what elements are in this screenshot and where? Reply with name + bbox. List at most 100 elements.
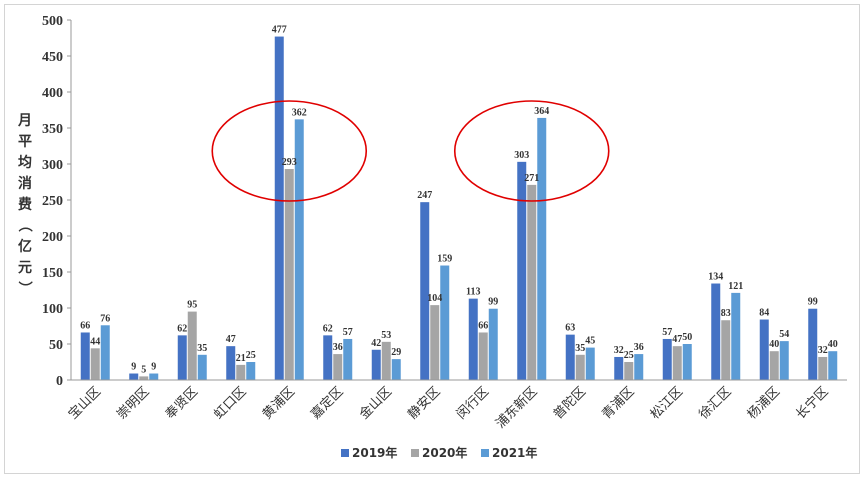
- y-axis-label-char: 元: [18, 260, 32, 276]
- data-label: 362: [292, 107, 307, 118]
- bar: [575, 354, 585, 380]
- legend-label: 2021年: [492, 445, 537, 460]
- bar: [488, 308, 498, 380]
- bar: [537, 117, 547, 381]
- legend-swatch: [341, 449, 349, 457]
- bar: [90, 348, 100, 380]
- y-tick-label: 50: [49, 338, 63, 353]
- bar: [585, 347, 595, 380]
- bar: [236, 364, 246, 380]
- bar: [662, 338, 672, 380]
- data-label: 47: [672, 334, 682, 345]
- y-axis: 0 50 100 150 200 250 300 350 400 450 500: [42, 14, 72, 389]
- x-tick-label: 浦东新区: [492, 384, 540, 432]
- x-tick-label: 金山区: [356, 384, 395, 423]
- bar: [420, 202, 430, 380]
- data-label: 45: [585, 336, 595, 347]
- bar: [177, 335, 187, 380]
- data-label: 83: [721, 308, 731, 319]
- data-label: 477: [272, 25, 287, 36]
- data-label: 104: [427, 293, 442, 304]
- x-tick-label: 松江区: [648, 384, 686, 422]
- data-label: 113: [466, 287, 480, 298]
- bar: [779, 341, 789, 380]
- highlight-ellipse: [453, 100, 610, 202]
- bar: [381, 341, 391, 380]
- highlight-ellipse: [211, 100, 368, 202]
- y-axis-label-char: ）: [16, 281, 32, 295]
- legend: 2019年 2020年 2021年: [341, 445, 537, 460]
- data-label: 40: [769, 339, 779, 350]
- bar: [614, 356, 624, 380]
- data-label: 121: [728, 281, 743, 292]
- bar: [149, 373, 159, 380]
- bar: [517, 161, 527, 380]
- x-tick-label: 静安区: [405, 384, 443, 422]
- bar: [721, 320, 731, 380]
- data-label: 293: [282, 157, 297, 168]
- data-label: 57: [662, 327, 672, 338]
- bar: [100, 325, 110, 380]
- data-label: 62: [177, 323, 187, 334]
- data-label: 53: [381, 330, 391, 341]
- bar: [828, 351, 838, 380]
- data-label: 134: [708, 272, 723, 283]
- bar: [391, 359, 401, 380]
- data-label: 247: [417, 190, 432, 201]
- y-axis-label-char: 费: [18, 196, 32, 213]
- data-label: 271: [524, 173, 539, 184]
- data-label: 159: [437, 254, 452, 265]
- data-label: 95: [187, 300, 197, 311]
- y-tick-label: 300: [42, 158, 63, 173]
- y-tick-label: 350: [42, 122, 63, 137]
- x-tick-label: 嘉定区: [308, 384, 346, 422]
- bars: [80, 36, 838, 381]
- data-label: 57: [343, 327, 353, 338]
- bar: [440, 265, 450, 380]
- y-tick-label: 200: [42, 230, 63, 245]
- bar: [478, 332, 488, 380]
- bar: [274, 36, 284, 380]
- bar: [565, 334, 575, 380]
- data-label: 32: [614, 345, 624, 356]
- bar: [624, 362, 634, 380]
- x-tick-label: 崇明区: [114, 384, 152, 422]
- y-tick-label: 100: [42, 302, 63, 317]
- data-label: 63: [565, 323, 575, 334]
- y-tick-label: 500: [42, 14, 63, 29]
- bar: [682, 344, 692, 380]
- data-label: 36: [333, 342, 343, 353]
- legend-swatch: [481, 449, 489, 457]
- bar: [808, 308, 818, 380]
- x-tick-label: 杨浦区: [745, 384, 783, 422]
- data-label: 50: [682, 332, 692, 343]
- bar: [371, 349, 381, 380]
- x-tick-label: 黄浦区: [260, 384, 298, 422]
- data-label: 29: [391, 347, 401, 358]
- chart-frame: 0 50 100 150 200 250 300 350 400 450 500 月平均消费 （ 亿元 ）…: [4, 4, 860, 474]
- data-label: 99: [808, 297, 818, 308]
- legend-swatch: [411, 449, 419, 457]
- data-label: 36: [634, 342, 644, 353]
- bar: [246, 362, 256, 380]
- bar: [759, 319, 769, 380]
- x-tick-label: 青浦区: [599, 384, 637, 422]
- y-axis-label-char: 消: [18, 175, 32, 192]
- x-tick-label: 普陀区: [550, 384, 589, 423]
- bar: [323, 335, 333, 380]
- data-label: 66: [80, 320, 90, 331]
- y-axis-label-char: 均: [18, 154, 32, 171]
- bar: [769, 351, 779, 380]
- y-tick-label: 250: [42, 194, 63, 209]
- data-label: 47: [226, 334, 236, 345]
- bar: [731, 292, 741, 380]
- data-label: 66: [478, 320, 488, 331]
- y-axis-label-char: 月: [17, 113, 32, 129]
- legend-label: 2019年: [352, 445, 397, 460]
- bar: [129, 373, 139, 380]
- data-label: 76: [100, 313, 110, 324]
- y-axis-label-char: 平: [18, 134, 32, 150]
- bar: [468, 298, 478, 380]
